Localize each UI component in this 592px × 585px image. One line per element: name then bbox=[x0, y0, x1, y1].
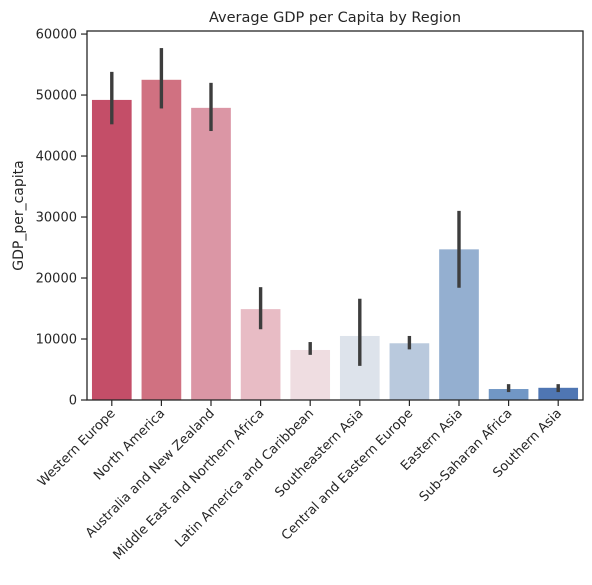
y-tick-label: 30000 bbox=[36, 211, 77, 226]
y-axis: 0 10000 20000 30000 40000 50000 60000 bbox=[36, 28, 87, 409]
bar bbox=[91, 99, 132, 401]
bar bbox=[290, 349, 331, 400]
x-tick-label: Sub-Saharan Africa bbox=[417, 406, 516, 505]
bar bbox=[191, 107, 231, 401]
plot-frame bbox=[86, 30, 584, 401]
y-tick-label: 40000 bbox=[36, 150, 77, 165]
y-axis-label: GDP_per_capita bbox=[11, 160, 27, 270]
y-tick-label: 50000 bbox=[36, 89, 77, 104]
bar bbox=[389, 343, 430, 400]
y-tick-label: 10000 bbox=[36, 333, 77, 348]
bar bbox=[538, 387, 579, 400]
x-tick-label: Southeastern Asia bbox=[272, 406, 366, 500]
bar bbox=[488, 389, 529, 400]
y-tick-label: 60000 bbox=[36, 28, 77, 43]
chart-title: Average GDP per Capita by Region bbox=[209, 10, 461, 26]
y-tick-label: 0 bbox=[69, 394, 77, 409]
y-tick-label: 20000 bbox=[36, 272, 77, 287]
bar bbox=[141, 79, 182, 400]
error-bars-group bbox=[110, 48, 560, 393]
bars-group bbox=[91, 79, 579, 401]
